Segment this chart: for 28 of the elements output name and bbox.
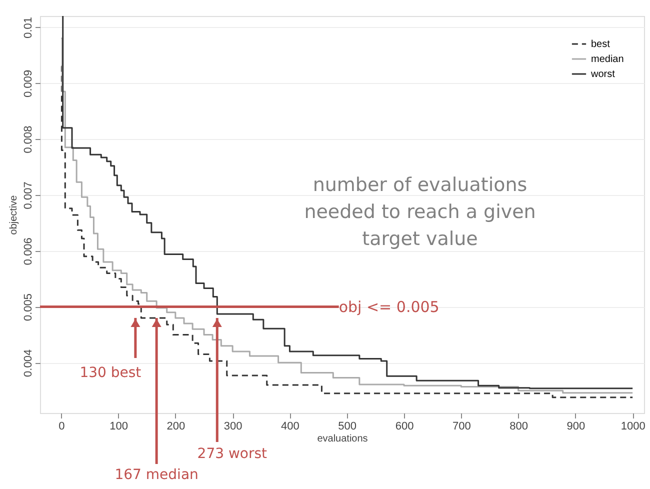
x-tick-label: 700	[452, 420, 471, 432]
annotation: 273 worst	[197, 446, 268, 462]
y-tick-label: 0.01	[22, 16, 34, 38]
x-tick-label: 300	[224, 420, 242, 432]
x-tick-label: 0	[58, 420, 65, 432]
legend-label: best	[591, 39, 610, 50]
annotation: number of evaluations needed to reach a given target value	[304, 174, 536, 250]
y-axis-title: objective	[8, 194, 20, 235]
y-tick-label: 0.008	[22, 126, 34, 154]
annotation: 130 best	[80, 365, 142, 381]
x-tick-label: 100	[110, 420, 128, 432]
y-tick-label: 0.006	[22, 238, 34, 266]
x-tick-label: 1000	[620, 420, 646, 432]
y-tick-label: 0.005	[22, 293, 34, 322]
x-tick-label: 500	[338, 420, 357, 432]
x-axis-title: evaluations	[317, 434, 368, 444]
x-tick-label: 400	[281, 420, 300, 432]
y-tick-label: 0.004	[22, 349, 34, 377]
annotation: obj <= 0.005	[338, 298, 440, 316]
legend-label: median	[591, 54, 624, 65]
x-tick-label: 200	[166, 420, 186, 432]
x-tick-label: 600	[395, 420, 414, 432]
annotation: 167 median	[114, 467, 198, 483]
y-tick-label: 0.007	[22, 182, 34, 210]
y-tick-label: 0.009	[22, 70, 34, 98]
legend-label: worst	[590, 69, 616, 80]
x-tick-label: 900	[566, 420, 586, 432]
x-tick-label: 800	[510, 420, 528, 432]
